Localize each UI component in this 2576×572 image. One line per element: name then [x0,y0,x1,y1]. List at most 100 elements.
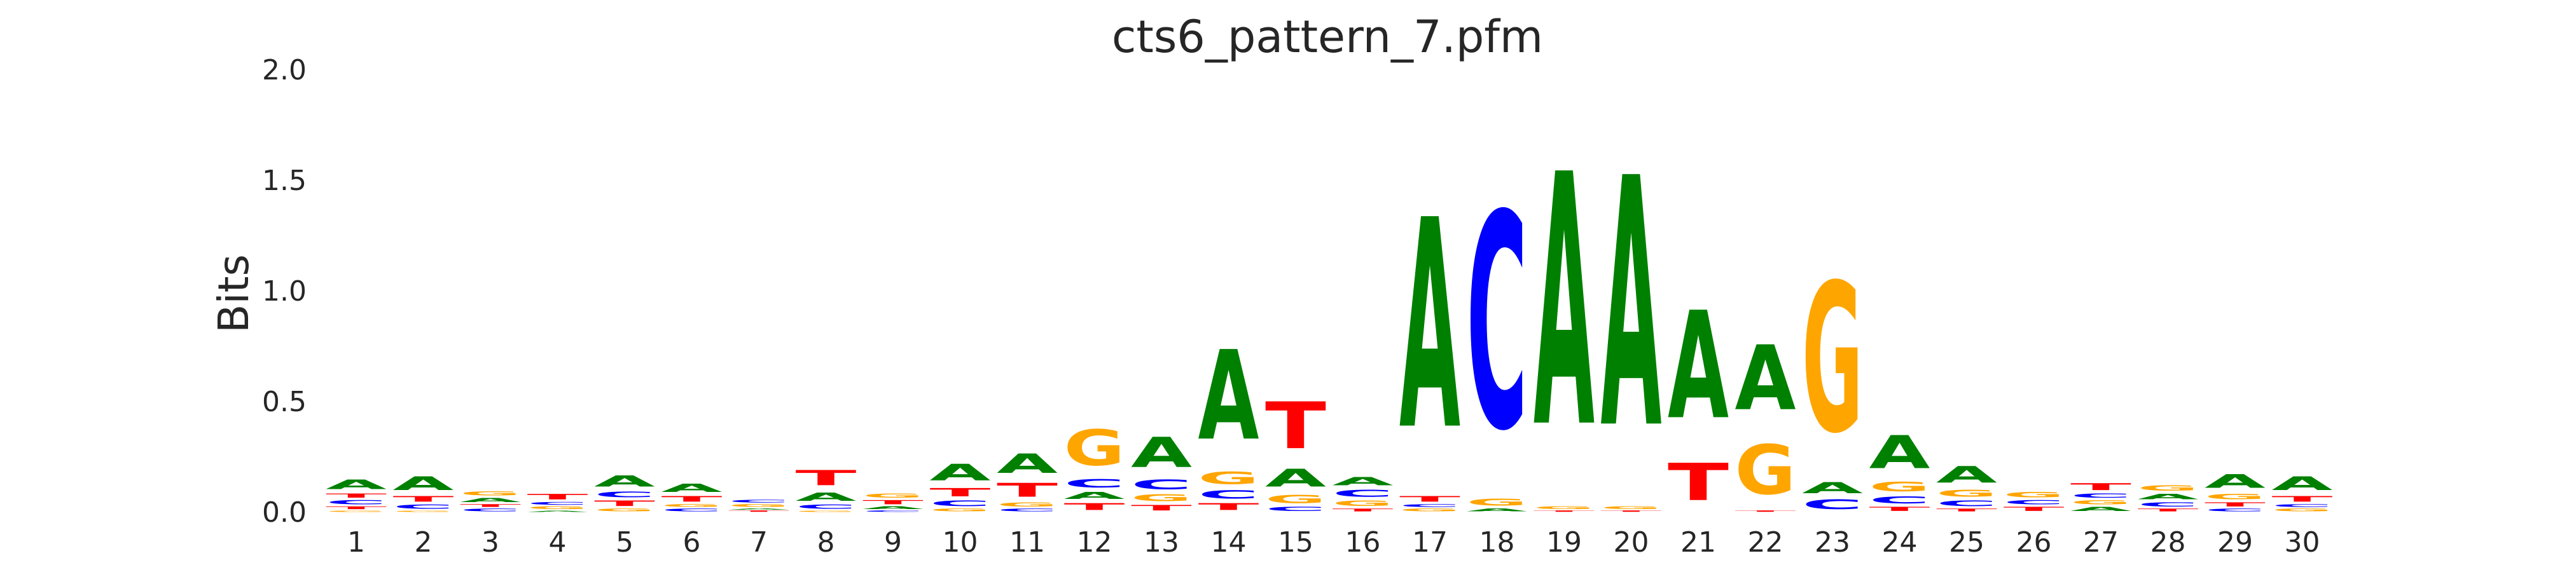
logo-letter: A [1668,280,1729,453]
logo-letter: G [2004,490,2065,499]
x-tick-label: 3 [481,526,499,559]
x-tick-label: 19 [1546,526,1582,559]
logo-letter: A [1198,325,1259,468]
y-tick-label: 2.0 [262,54,307,86]
x-tick-label: 30 [2285,526,2320,559]
x-tick-label: 29 [2217,526,2253,559]
x-tick-label: 7 [750,526,768,559]
y-tick-label: 0.0 [262,496,307,529]
x-tick-label: 12 [1077,526,1112,559]
logo-letter: A [326,477,387,492]
x-tick-label: 28 [2150,526,2186,559]
logo-letter: A [527,510,588,512]
x-tick-label: 26 [2016,526,2052,559]
x-tick-label: 22 [1748,526,1783,559]
logo-letter: A [2070,506,2131,512]
logo-letter: T [1534,510,1595,512]
logo-letter: G [997,501,1058,508]
logo-letter: G [661,503,723,508]
logo-letter: C [1936,499,1997,508]
logo-letter: C [2205,508,2266,512]
logo-letter: G [393,510,454,512]
logo-letter: A [930,459,991,486]
logo-letter: G [1601,506,1662,510]
logo-letter: T [997,479,1058,501]
x-tick-label: 18 [1479,526,1515,559]
logo-letter: A [728,508,789,510]
x-tick-label: 17 [1412,526,1448,559]
logo-letter: G [930,508,991,512]
logo-letter: A [1064,490,1125,501]
logo-letter: C [1467,154,1528,496]
x-tick-label: 1 [347,526,365,559]
x-tick-label: 10 [943,526,978,559]
logo-letter: C [1131,477,1192,493]
logo-letter: T [460,503,521,508]
logo-letter: C [393,503,454,510]
x-tick-label: 4 [549,526,567,559]
y-axis-label: Bits [209,254,258,333]
logo-letter: C [661,508,723,512]
logo-letter: A [1601,106,1663,505]
logo-letter: T [1064,501,1125,512]
logo-letter: T [2070,481,2131,492]
logo-letter: T [326,493,387,499]
logo-letter: G [1869,479,1930,494]
logo-letter: A [460,497,521,503]
y-axis-ticks: 0.0 0.5 1.0 1.5 2.0 [262,54,307,529]
logo-letter: A [2138,493,2199,501]
logo-letter: T [594,499,655,508]
logo-letter: C [1198,488,1259,501]
logo-letter: G [460,490,521,496]
logo-letter: C [728,499,789,503]
logo-letter: A [1467,508,1528,512]
logo-letter: T [1333,508,1394,512]
logo-letter: C [930,499,991,508]
logo-letter: A [2272,473,2333,495]
logo-letter: C [1333,488,1394,499]
logo-letter: C [2070,493,2131,499]
x-tick-label: 2 [415,526,433,559]
logo-letter: T [2272,494,2333,503]
x-tick-label: 5 [616,526,634,559]
logo-letter: T [2205,501,2266,508]
logo-letter: G [1131,493,1192,503]
logo-letter: A [1131,429,1192,477]
x-tick-label: 8 [817,526,835,559]
logo-letter: G [1399,508,1460,512]
logo-letter: A [393,473,454,495]
logo-letter: C [1869,494,1930,505]
logo-letter: G [1333,499,1394,508]
logo-letter: T [862,499,924,505]
logo-letter: G [527,506,588,510]
x-tick-label: 24 [1882,526,1918,559]
logo-letter: C [997,508,1058,512]
x-tick-label: 21 [1680,526,1716,559]
logo-letter: G [862,493,924,499]
x-tick-label: 25 [1949,526,1984,559]
logo-letter: A [796,490,857,503]
logo-letter: A [1802,479,1863,497]
logo-glyphs: GTCTAGCTACTAGAGCTGTCACGTATAGCGCATCATGGCT… [326,103,2333,513]
logo-letter: T [527,493,588,501]
logo-letter: A [997,448,1058,479]
logo-letter: T [1735,510,1796,512]
logo-letter: T [796,466,857,490]
logo-letter: G [1936,488,1997,499]
logo-letter: A [1735,327,1796,431]
logo-letter: G [2272,508,2333,512]
logo-letter: T [1668,453,1729,512]
logo-letter: C [460,508,521,512]
logo-letter: T [326,506,387,510]
x-tick-label: 27 [2083,526,2119,559]
logo-letter: T [1399,494,1460,503]
logo-letter: G [1265,493,1326,506]
logo-letter: C [796,503,857,510]
logo-letter: T [1265,388,1326,463]
logo-letter: A [1265,464,1326,493]
x-tick-label: 9 [884,526,902,559]
logo-letter: A [1936,461,1997,488]
logo-letter: G [594,508,655,512]
y-tick-label: 0.5 [262,386,307,418]
